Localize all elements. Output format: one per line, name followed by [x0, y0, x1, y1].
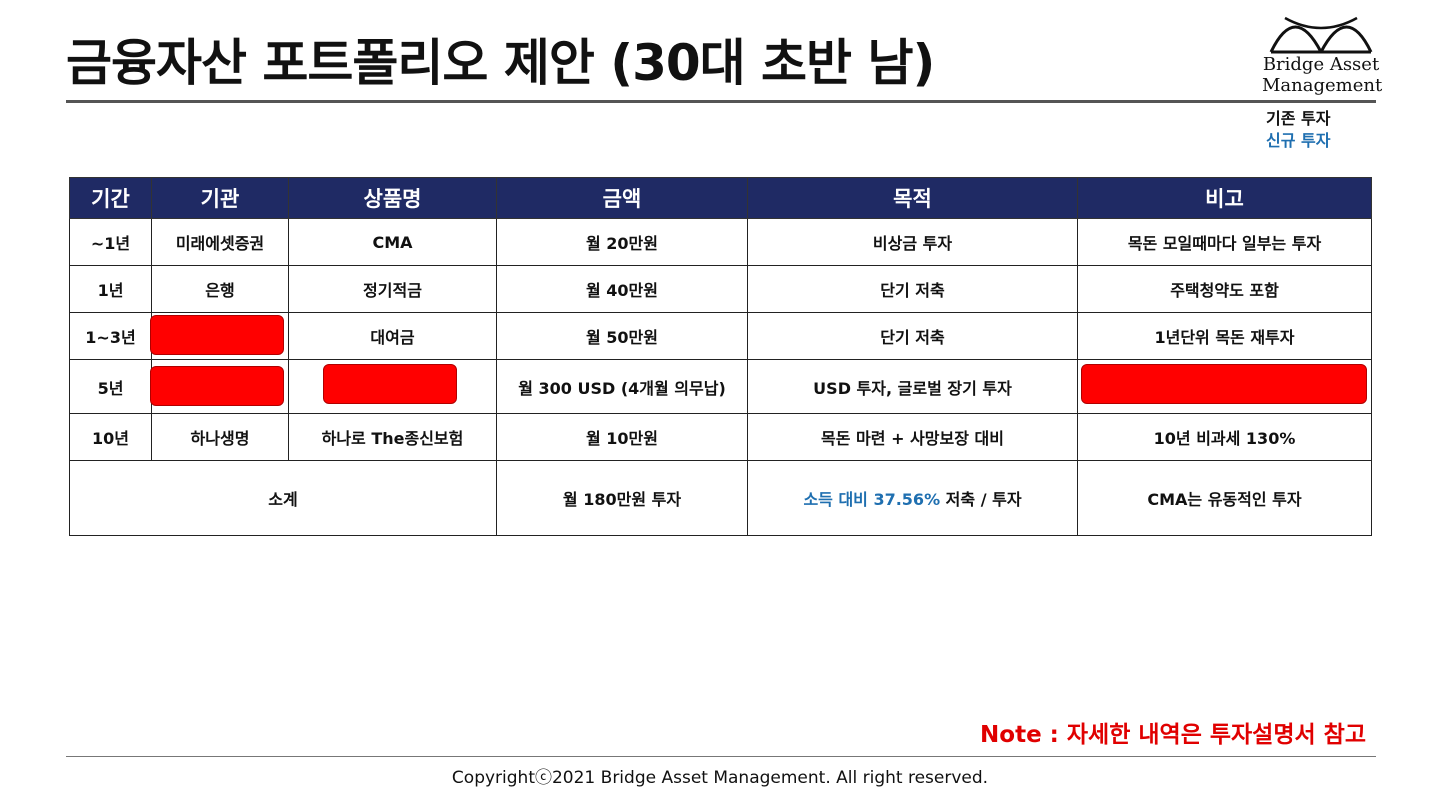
- legend: 기존 투자 신규 투자: [1266, 108, 1330, 152]
- cell-purpose: 목돈 마련 + 사망보장 대비: [747, 413, 1078, 461]
- redaction-box: [1081, 364, 1367, 404]
- cell-remark: 목돈 모일때마다 일부는 투자: [1077, 218, 1372, 266]
- cell-period: ~1년: [69, 218, 152, 266]
- cell-institution: 미래에셋증권: [151, 218, 289, 266]
- subtotal-remark: CMA는 유동적인 투자: [1077, 460, 1372, 536]
- cell-amount: 월 20만원: [496, 218, 748, 266]
- logo-text-line1: Bridge Asset: [1262, 54, 1380, 75]
- company-logo: Bridge Asset Management: [1262, 8, 1383, 96]
- cell-purpose: 단기 저축: [747, 312, 1078, 360]
- header-period: 기간: [69, 177, 152, 219]
- table-row: ~1년 미래에셋증권 CMA 월 20만원 비상금 투자 목돈 모일때마다 일부…: [69, 218, 1372, 266]
- cell-institution: 하나생명: [151, 413, 289, 461]
- logo-text-line2: Management: [1262, 75, 1383, 96]
- cell-product: CMA: [288, 218, 497, 266]
- header-institution: 기관: [151, 177, 289, 219]
- header-remarks: 비고: [1077, 177, 1372, 219]
- table-row: 5년 월 300 USD (4개월 의무납) USD 투자, 글로벌 장기 투자: [69, 359, 1372, 414]
- cell-amount: 월 50만원: [496, 312, 748, 360]
- table-row: 1~3년 대여금 월 50만원 단기 저축 1년단위 목돈 재투자: [69, 312, 1372, 360]
- page-title: 금융자산 포트폴리오 제안 (30대 초반 남): [66, 34, 935, 92]
- header-purpose: 목적: [747, 177, 1078, 219]
- footer-divider: [66, 756, 1376, 757]
- cell-institution-redacted: [150, 359, 289, 414]
- cell-period: 1~3년: [69, 312, 152, 360]
- income-ratio-highlight: 소득 대비 37.56%: [803, 490, 941, 509]
- cell-purpose: 단기 저축: [747, 265, 1078, 313]
- subtotal-row: 소계 월 180만원 투자 소득 대비 37.56% 저축 / 투자 CMA는 …: [69, 460, 1372, 536]
- portfolio-table: 기간 기관 상품명 금액 목적 비고 ~1년 미래에셋증권 CMA 월 20만원…: [69, 177, 1372, 536]
- redaction-box: [150, 366, 284, 406]
- header-amount: 금액: [496, 177, 748, 219]
- note-text: Note : 자세한 내역은 투자설명서 참고: [980, 722, 1366, 748]
- table-row: 10년 하나생명 하나로 The종신보험 월 10만원 목돈 마련 + 사망보장…: [69, 413, 1372, 461]
- cell-purpose: 비상금 투자: [747, 218, 1078, 266]
- cell-product: 대여금: [288, 312, 497, 360]
- cell-product: 하나로 The종신보험: [288, 413, 497, 461]
- cell-remark: 주택청약도 포함: [1077, 265, 1372, 313]
- redaction-box: [150, 315, 284, 355]
- table-header-row: 기간 기관 상품명 금액 목적 비고: [69, 177, 1372, 219]
- subtotal-purpose-rest: 저축 / 투자: [940, 490, 1022, 509]
- cell-product-redacted: [288, 359, 497, 414]
- legend-existing-investment: 기존 투자: [1266, 109, 1331, 128]
- cell-period: 1년: [69, 265, 152, 313]
- cell-period: 5년: [69, 359, 152, 414]
- cell-amount: 월 300 USD (4개월 의무납): [496, 359, 748, 414]
- bridge-arches-logo-icon: [1269, 16, 1373, 54]
- cell-period: 10년: [69, 413, 152, 461]
- title-divider: [66, 100, 1376, 103]
- cell-amount: 월 40만원: [496, 265, 748, 313]
- header-product-name: 상품명: [288, 177, 497, 219]
- cell-product: 정기적금: [288, 265, 497, 313]
- legend-new-investment: 신규 투자: [1266, 131, 1331, 150]
- subtotal-amount: 월 180만원 투자: [496, 460, 748, 536]
- cell-remark-redacted: [1077, 359, 1372, 414]
- cell-institution: 은행: [151, 265, 289, 313]
- subtotal-label: 소계: [69, 460, 497, 536]
- cell-institution-redacted: [150, 312, 289, 360]
- cell-remark: 10년 비과세 130%: [1077, 413, 1372, 461]
- copyright-text: Copyrightⓒ2021 Bridge Asset Management. …: [451, 768, 989, 788]
- cell-purpose: USD 투자, 글로벌 장기 투자: [747, 359, 1078, 414]
- table-row: 1년 은행 정기적금 월 40만원 단기 저축 주택청약도 포함: [69, 265, 1372, 313]
- subtotal-purpose: 소득 대비 37.56% 저축 / 투자: [747, 460, 1078, 536]
- cell-amount: 월 10만원: [496, 413, 748, 461]
- cell-remark: 1년단위 목돈 재투자: [1077, 312, 1372, 360]
- redaction-box: [323, 364, 457, 404]
